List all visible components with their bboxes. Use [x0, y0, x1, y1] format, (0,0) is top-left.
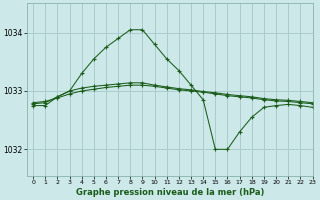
X-axis label: Graphe pression niveau de la mer (hPa): Graphe pression niveau de la mer (hPa)	[76, 188, 264, 197]
